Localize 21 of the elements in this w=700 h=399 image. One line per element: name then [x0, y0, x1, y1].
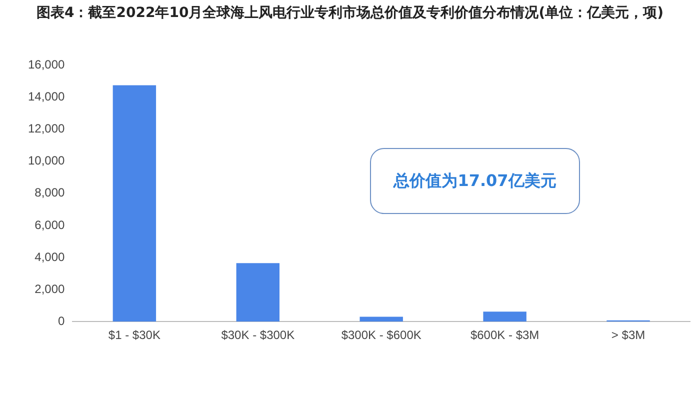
x-tick-label: $30K - $300K [221, 328, 295, 342]
y-tick-label: 4,000 [34, 250, 66, 264]
y-tick-label: 0 [58, 314, 66, 328]
rounded-frame: 总价值为17.07亿美元 [370, 148, 580, 214]
y-tick-label: 14,000 [28, 90, 66, 104]
x-tick-label: $300K - $600K [341, 328, 422, 342]
annotation: 总价值为17.07亿美元 [394, 170, 556, 192]
bar [360, 316, 403, 322]
y-tick-label: 12,000 [28, 122, 66, 136]
bar [236, 263, 280, 322]
y-tick-label: 2,000 [34, 282, 66, 296]
y-tick-label: 16,000 [28, 58, 66, 72]
bar [112, 85, 156, 322]
x-tick-label: $600K - $3M [470, 328, 540, 342]
bar [483, 312, 526, 322]
y-tick-label: 6,000 [34, 218, 66, 232]
x-tick-label: $1 - $30K [108, 328, 160, 342]
chart-title: 图表4：截至2022年10月全球海上风电行业专利市场总价值及专利价值分布情况(单位：亿美元，项) [36, 4, 664, 23]
y-tick-label: 8,000 [34, 186, 66, 200]
x-tick-label: > $3M [611, 328, 646, 342]
y-tick-label: 10,000 [28, 154, 66, 168]
